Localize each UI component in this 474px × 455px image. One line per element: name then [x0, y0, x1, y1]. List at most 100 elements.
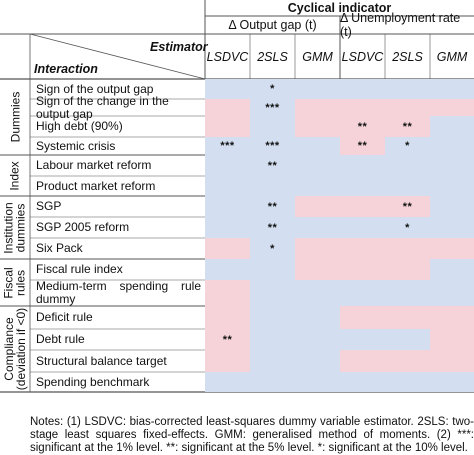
row-label: Six Pack — [36, 241, 83, 255]
row-label: Fiscal rule index — [36, 262, 123, 276]
significance-cell — [205, 196, 250, 217]
significance-cell — [205, 155, 250, 176]
significance-cell — [340, 196, 385, 217]
significance-cell — [205, 306, 250, 329]
significance-cell — [430, 116, 474, 137]
significance-cell — [250, 350, 295, 372]
significance-cell — [205, 238, 250, 259]
significance-cell — [385, 306, 430, 329]
significance-cell: ** — [340, 116, 385, 137]
significance-cell — [250, 259, 295, 280]
row-label: Labour market reform — [36, 158, 152, 172]
significance-cell — [205, 217, 250, 238]
significance-cell — [250, 176, 295, 196]
row-label: High debt (90%) — [36, 119, 123, 133]
significance-cell — [340, 99, 385, 116]
significance-cell — [430, 155, 474, 176]
estimator-header-3: GMM — [302, 49, 333, 64]
group-label-text: Fiscal rules — [2, 266, 28, 299]
significance-cell — [250, 280, 295, 306]
row-label: Medium-term spending rule dummy — [36, 279, 201, 306]
row-label: Sign of the change in the output gap — [36, 93, 169, 121]
significance-cell — [385, 155, 430, 176]
significance-cell — [385, 79, 430, 99]
significance-cell — [295, 99, 340, 116]
significance-cell: * — [385, 137, 430, 155]
estimator-header-5: 2SLS — [392, 49, 423, 64]
group-label: Index — [0, 155, 30, 196]
significance-cell — [295, 280, 340, 306]
estimator-header-4: LSDVC — [341, 49, 384, 64]
significance-cell — [295, 196, 340, 217]
significance-cell — [430, 372, 474, 392]
significance-cell — [430, 238, 474, 259]
significance-cell — [340, 79, 385, 99]
significance-cell — [385, 176, 430, 196]
row-label: Product market reform — [36, 178, 156, 193]
significance-cell — [295, 350, 340, 372]
significance-cell: ** — [385, 196, 430, 217]
significance-cell — [295, 329, 340, 350]
significance-cell — [340, 176, 385, 196]
estimator-header-6: GMM — [436, 49, 468, 64]
significance-cell — [250, 306, 295, 329]
significance-cell: *** — [250, 99, 295, 116]
significance-cell — [430, 137, 474, 155]
significance-cell — [205, 79, 250, 99]
significance-cell — [340, 259, 385, 280]
significance-cell — [205, 350, 250, 372]
significance-cell — [205, 99, 250, 116]
significance-cell: *** — [205, 137, 250, 155]
significance-cell — [430, 280, 474, 306]
significance-cell — [295, 137, 340, 155]
row-label: Debt rule — [36, 332, 85, 346]
significance-cell — [295, 238, 340, 259]
significance-cell — [295, 372, 340, 392]
significance-cell — [295, 79, 340, 99]
significance-cell — [295, 217, 340, 238]
significance-cell — [250, 116, 295, 137]
interaction-label: Interaction — [34, 62, 98, 76]
significance-cell: ** — [385, 116, 430, 137]
row-label: Structural balance target — [36, 353, 167, 368]
row-label: Spending benchmark — [36, 374, 150, 389]
row-label: Systemic crisis — [36, 138, 116, 153]
significance-cell: *** — [250, 137, 295, 155]
significance-cell — [250, 372, 295, 392]
significance-cell — [430, 259, 474, 280]
significance-cell — [385, 259, 430, 280]
group-label-text: Institution dummies — [2, 201, 28, 254]
group-label-text: Compliance (deviation if <0) — [2, 307, 29, 391]
estimator-header-1: LSDVC — [206, 49, 249, 64]
significance-cell — [340, 329, 385, 350]
row-label: SGP 2005 reform — [36, 220, 130, 234]
group-label: Compliance (deviation if <0) — [0, 306, 30, 392]
significance-cell — [385, 372, 430, 392]
significance-cell — [340, 350, 385, 372]
significance-cell: ** — [340, 137, 385, 155]
significance-cell: * — [250, 238, 295, 259]
estimator-label: Estimator — [150, 40, 208, 54]
significance-cell — [430, 196, 474, 217]
significance-cell — [430, 79, 474, 99]
row-label: Deficit rule — [36, 310, 93, 324]
significance-cell — [340, 372, 385, 392]
significance-cell: * — [385, 217, 430, 238]
significance-cell: ** — [205, 329, 250, 350]
significance-cell — [385, 329, 430, 350]
estimator-header-2: 2SLS — [257, 49, 288, 64]
significance-cell — [430, 306, 474, 329]
output-gap-header: Δ Output gap (t) — [228, 18, 317, 32]
significance-cell — [205, 116, 250, 137]
significance-cell — [385, 350, 430, 372]
significance-cell — [430, 99, 474, 116]
significance-cell — [430, 217, 474, 238]
group-label-text: Dummies — [8, 91, 23, 143]
significance-cell — [295, 306, 340, 329]
significance-cell — [205, 259, 250, 280]
significance-cell: ** — [250, 155, 295, 176]
significance-cell — [205, 280, 250, 306]
row-label: Sign of the output gap — [36, 81, 154, 96]
significance-cell — [340, 217, 385, 238]
